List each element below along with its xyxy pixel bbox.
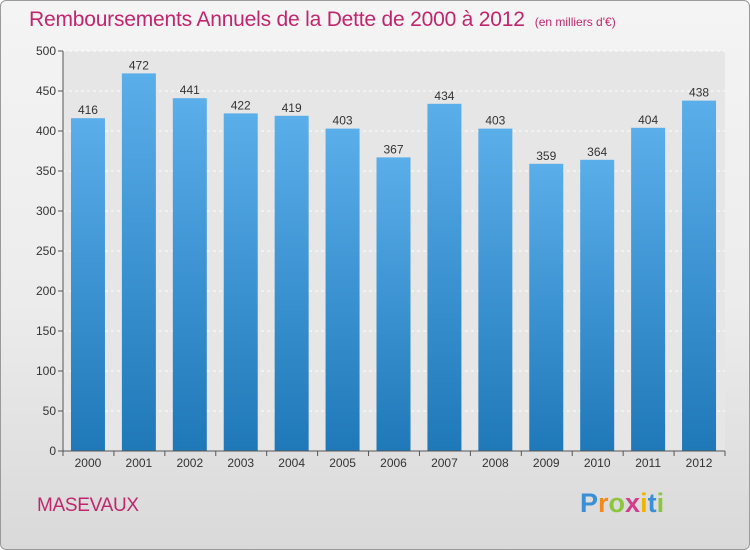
bar-value-label: 359 — [536, 149, 556, 163]
axes: 0 50 100 150 200 250 300 350 400 450 500 2000 2001 20… — [36, 44, 726, 470]
x-tick-label: 2002 — [176, 456, 203, 470]
x-tick-label: 2001 — [126, 456, 153, 470]
bar-value-label: 364 — [587, 145, 607, 159]
bar — [478, 128, 513, 451]
bar-value-label: 403 — [485, 114, 505, 128]
bar — [427, 103, 462, 452]
y-tick-label: 250 — [36, 244, 56, 258]
chart-title-text: Remboursements Annuels de la Dette de 20… — [29, 8, 525, 31]
y-tick-label: 100 — [36, 364, 56, 378]
logo-letter: o — [608, 488, 626, 518]
bar-value-label: 438 — [689, 86, 709, 100]
bar — [223, 113, 258, 452]
bar — [70, 118, 105, 451]
bar — [682, 100, 717, 451]
bar-value-label: 441 — [180, 83, 200, 97]
bar-value-label: 416 — [78, 103, 98, 117]
x-tick-label: 2010 — [584, 456, 611, 470]
bars: 416 472 441 422 419 403 367 434 403 359 364 404 438 — [70, 58, 717, 452]
logo-letter: i — [640, 488, 648, 518]
unit-note: (en milliers d'€) — [534, 15, 616, 29]
logo-letter: i — [656, 488, 665, 518]
x-tick-label: 2003 — [227, 456, 254, 470]
y-tick-label: 350 — [36, 164, 56, 178]
bar — [580, 159, 615, 452]
x-tick-label: 2011 — [635, 456, 661, 470]
bar-value-label: 403 — [333, 114, 353, 128]
bar — [172, 98, 207, 451]
y-tick-label: 500 — [36, 44, 56, 58]
y-tick-label: 450 — [36, 84, 56, 98]
bar — [376, 157, 411, 451]
x-tick-label: 2012 — [686, 456, 713, 470]
bar — [274, 115, 309, 452]
bar — [631, 127, 666, 452]
x-tick-label: 2000 — [75, 456, 102, 470]
y-tick-label: 50 — [43, 404, 57, 418]
x-tick-label: 2007 — [431, 456, 458, 470]
city-name: MASEVAUX — [37, 495, 139, 516]
proxiti-logo: Proxiti — [580, 488, 664, 519]
y-tick-label: 0 — [49, 444, 56, 458]
y-tick-label: 150 — [36, 324, 56, 338]
chart-title: Remboursements Annuels de la Dette de 20… — [29, 8, 616, 32]
bar-value-label: 422 — [231, 98, 251, 112]
bar-value-label: 404 — [638, 113, 658, 127]
x-tick-label: 2004 — [278, 456, 305, 470]
y-tick-label: 300 — [36, 204, 56, 218]
bar-value-label: 419 — [282, 101, 302, 115]
bar-value-label: 434 — [434, 89, 454, 103]
bar — [529, 163, 564, 452]
logo-letter: t — [647, 488, 657, 518]
x-tick-label: 2005 — [329, 456, 356, 470]
y-tick-label: 200 — [36, 284, 56, 298]
bar-value-label: 367 — [383, 142, 403, 156]
x-tick-label: 2008 — [482, 456, 509, 470]
x-tick-label: 2006 — [380, 456, 407, 470]
y-tick-label: 400 — [36, 124, 56, 138]
logo-letter: x — [625, 488, 641, 518]
bar-value-label: 472 — [129, 58, 149, 72]
logo-letter: P — [580, 488, 599, 518]
logo-letter: r — [598, 488, 609, 518]
x-tick-label: 2009 — [533, 456, 560, 470]
bar — [121, 73, 156, 452]
bar — [325, 128, 360, 451]
